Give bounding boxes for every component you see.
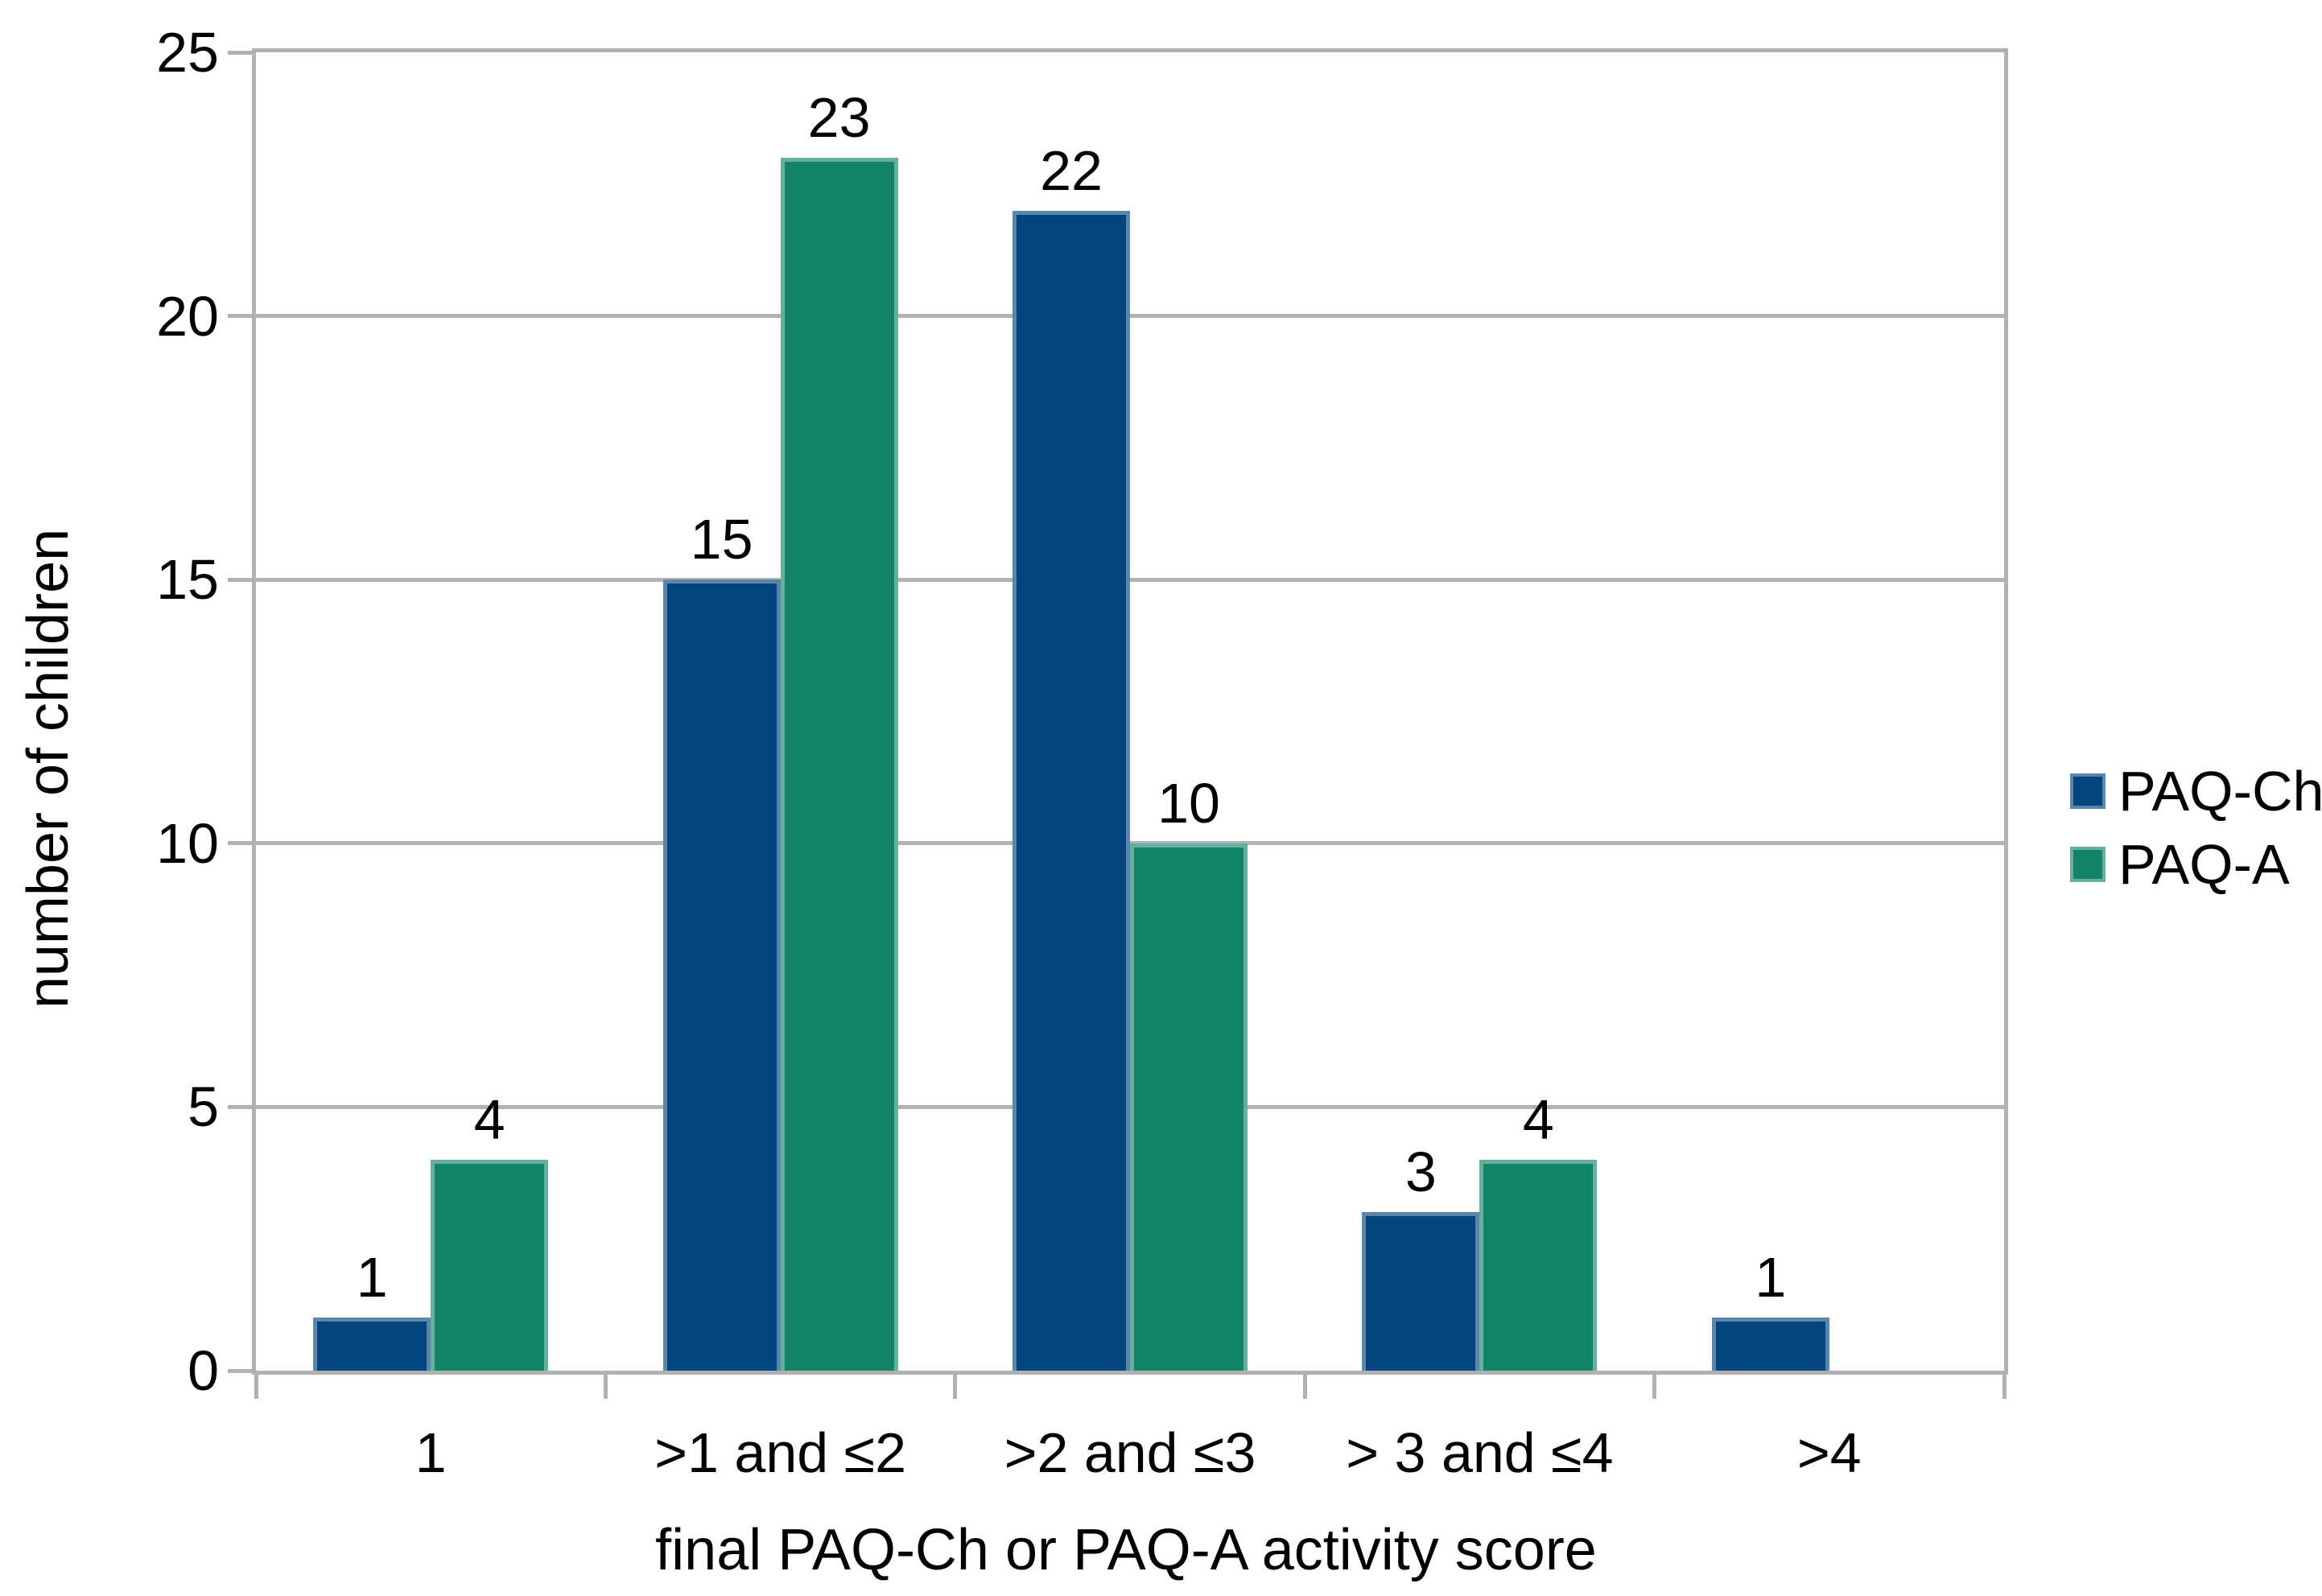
y-gridline (256, 577, 2004, 582)
x-category-label: >4 (1796, 1421, 1862, 1484)
x-tick (953, 1375, 958, 1399)
bar-paq-a-0 (431, 1159, 549, 1371)
bar-paq-ch-3 (1362, 1212, 1480, 1371)
x-tick (1652, 1375, 1657, 1399)
y-tick (228, 50, 252, 55)
bar-value-label: 3 (1404, 1140, 1437, 1204)
bar-paq-ch-0 (313, 1318, 431, 1371)
bar-paq-a-2 (1130, 843, 1248, 1371)
y-gridline (256, 314, 2004, 319)
legend-label: PAQ-A (2118, 833, 2290, 896)
x-tick (603, 1375, 608, 1399)
bar-paq-ch-2 (1013, 210, 1130, 1371)
y-tick-label: 20 (156, 284, 219, 348)
bar-value-label: 15 (690, 508, 753, 571)
bar-paq-a-3 (1479, 1159, 1598, 1371)
y-tick-label: 0 (188, 1339, 219, 1402)
x-axis-title: final PAQ-Ch or PAQ-A activity score (655, 1518, 1597, 1582)
bar-value-label: 10 (1157, 771, 1220, 835)
y-tick (228, 841, 252, 846)
y-tick (228, 314, 252, 319)
bar-value-label: 1 (1755, 1246, 1787, 1309)
y-tick-label: 5 (188, 1075, 219, 1139)
y-tick-label: 15 (156, 548, 219, 612)
x-category-label: > 3 and ≤4 (1346, 1421, 1614, 1484)
bar-value-label: 22 (1040, 138, 1103, 202)
y-gridline (256, 841, 2004, 846)
legend-item: PAQ-Ch (2070, 763, 2322, 819)
legend-swatch (2070, 773, 2105, 809)
bar-paq-ch-4 (1711, 1318, 1829, 1371)
legend: PAQ-Ch PAQ-A (2070, 0, 2322, 1596)
bar-paq-a-1 (780, 158, 898, 1371)
bar-value-label: 4 (1522, 1087, 1554, 1151)
bar-value-label: 1 (356, 1246, 388, 1309)
x-tick (1302, 1375, 1307, 1399)
x-category-label: 1 (414, 1421, 447, 1484)
y-tick-label: 25 (156, 21, 219, 84)
y-tick (228, 577, 252, 582)
x-tick (2002, 1375, 2006, 1399)
legend-label: PAQ-Ch (2118, 760, 2322, 823)
legend-item: PAQ-A (2070, 836, 2290, 893)
x-category-label: >2 and ≤3 (1004, 1421, 1256, 1484)
y-tick (228, 1104, 252, 1109)
legend-swatch (2070, 847, 2105, 882)
bar-value-label: 23 (807, 86, 871, 150)
x-category-label: >1 and ≤2 (654, 1421, 907, 1484)
plot-area (252, 48, 2008, 1375)
x-tick (254, 1375, 258, 1399)
y-tick-label: 10 (156, 811, 219, 875)
bar-paq-ch-1 (662, 579, 781, 1371)
bar-value-label: 4 (473, 1087, 505, 1151)
y-tick (228, 1368, 252, 1373)
